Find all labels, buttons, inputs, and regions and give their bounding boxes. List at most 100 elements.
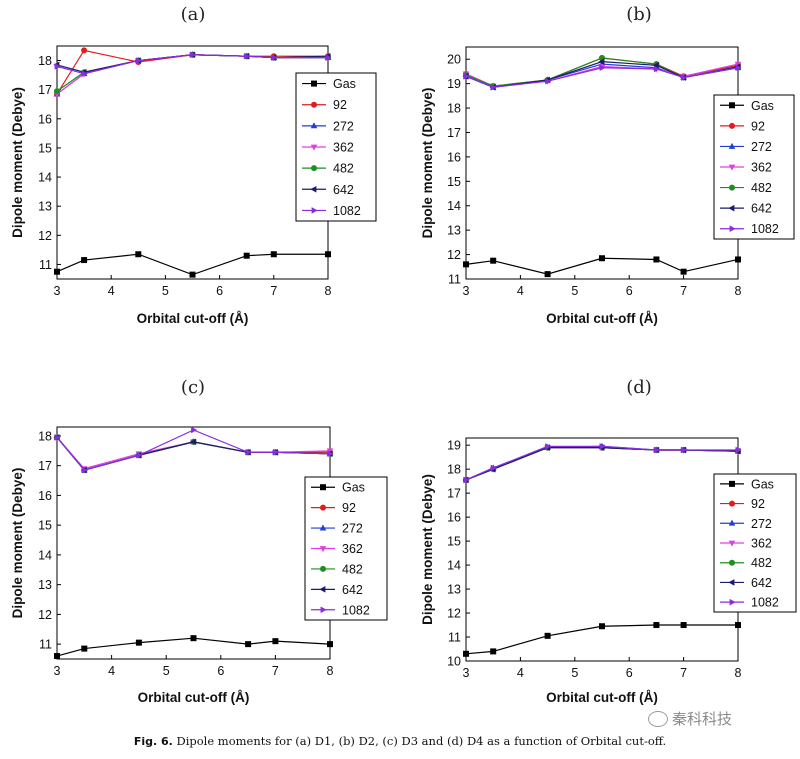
x-axis-label: Orbital cut-off (Å) [137, 311, 249, 326]
y-tick-label: 20 [447, 53, 461, 67]
x-tick-label: 4 [108, 664, 115, 678]
y-tick-label: 18 [38, 429, 52, 443]
series-line-272 [56, 54, 328, 95]
caption-text: Dipole moments for (a) D1, (b) D2, (c) D… [176, 734, 667, 748]
x-tick-label: 5 [163, 664, 170, 678]
data-point-Gas [243, 252, 250, 259]
legend-label: 272 [751, 140, 772, 154]
y-tick-label: 16 [447, 511, 461, 525]
y-tick-label: 19 [447, 77, 461, 91]
data-point-Gas [463, 650, 469, 657]
y-tick-label: 14 [38, 171, 52, 185]
legend-marker [311, 80, 317, 87]
legend-marker [311, 101, 317, 108]
legend-marker [319, 524, 327, 531]
y-tick-label: 16 [38, 112, 52, 126]
legend-label: 362 [342, 542, 363, 556]
data-point-1082 [54, 63, 61, 70]
legend-marker [729, 500, 735, 507]
x-axis-label: Orbital cut-off (Å) [546, 690, 658, 705]
legend-marker [310, 185, 317, 193]
legend-marker [311, 207, 318, 214]
data-point-1082 [545, 443, 552, 450]
panel-label: (d) [626, 377, 652, 398]
x-tick-label: 5 [571, 666, 578, 680]
legend-label: 272 [342, 522, 363, 536]
y-tick-label: 14 [38, 548, 52, 562]
data-point-Gas [463, 261, 469, 268]
data-point-Gas [490, 257, 497, 264]
data-point-1082 [136, 451, 143, 459]
legend: Gas 92 272 362 482 642 1082 [713, 473, 797, 613]
legend-label: 362 [751, 161, 772, 175]
legend-marker [728, 579, 735, 586]
legend-label: 642 [342, 583, 363, 597]
legend-label: 1082 [751, 596, 779, 610]
x-tick-label: 7 [272, 664, 279, 678]
legend-label: 642 [751, 202, 772, 216]
y-axis-label: Dipole moment (Debye) [10, 468, 25, 619]
legend-marker [729, 559, 735, 566]
x-tick-label: 8 [735, 284, 742, 298]
y-tick-label: 10 [447, 655, 461, 669]
x-tick-label: 8 [327, 664, 334, 678]
y-tick-label: 11 [39, 258, 52, 272]
legend: Gas 92 272 362 482 642 1082 [304, 476, 388, 621]
data-point-Gas [270, 251, 277, 258]
data-point-Gas [490, 648, 497, 655]
data-point-Gas [135, 251, 142, 258]
data-point-1082 [490, 464, 497, 472]
legend-label: 272 [333, 119, 354, 133]
legend-label: 642 [751, 576, 772, 590]
data-point-1082 [654, 446, 660, 454]
legend-label: 482 [751, 556, 772, 570]
data-point-Gas [135, 639, 142, 646]
legend-marker [319, 546, 327, 553]
data-point-1082 [681, 74, 688, 81]
data-point-1082 [244, 52, 251, 60]
y-tick-label: 13 [447, 583, 461, 597]
data-point-Gas [245, 641, 252, 648]
x-tick-label: 6 [216, 284, 223, 298]
x-tick-label: 3 [463, 284, 470, 298]
y-tick-label: 14 [447, 199, 461, 213]
y-tick-label: 13 [38, 200, 52, 214]
legend-label: Gas [342, 481, 365, 495]
data-point-1082 [545, 77, 552, 85]
data-point-Gas [680, 268, 687, 275]
legend-marker [729, 122, 735, 129]
data-point-1082 [735, 446, 742, 454]
data-point-92 [81, 47, 88, 54]
data-point-1082 [654, 65, 660, 73]
data-point-1082 [245, 448, 252, 456]
legend: Gas 92 272 362 482 642 1082 [295, 72, 377, 222]
y-axis-label: Dipole moment (Debye) [420, 88, 435, 239]
data-point-Gas [544, 271, 551, 278]
data-point-1082 [191, 426, 198, 434]
data-point-1082 [599, 443, 606, 450]
data-point-1082 [54, 434, 61, 441]
chart-panel-4: (d) 3 4 5 6 7 8 10 11 12 13 14 15 16 17 18 19 Orbital cut… [420, 377, 797, 705]
legend-label: 92 [342, 501, 356, 515]
legend-label: 92 [333, 98, 347, 112]
y-tick-label: 15 [447, 535, 461, 549]
y-tick-label: 13 [38, 578, 52, 592]
wechat-icon [648, 710, 668, 727]
legend-marker [310, 144, 318, 151]
legend-label: Gas [751, 99, 774, 113]
legend-marker [728, 519, 736, 526]
chart-panel-1: (a) 3 4 5 6 7 8 11 12 13 14 15 16 17 18 Orbital cut-off… [10, 4, 377, 326]
y-tick-label: 17 [447, 487, 461, 501]
data-point-Gas [189, 271, 196, 278]
legend-label: 482 [342, 562, 363, 576]
figure-caption: Fig. 6. Dipole moments for (a) D1, (b) D… [0, 734, 800, 748]
data-point-1082 [681, 446, 688, 454]
y-tick-label: 15 [447, 175, 461, 189]
x-tick-label: 4 [108, 284, 115, 298]
legend-marker [729, 598, 736, 606]
x-tick-label: 5 [571, 284, 578, 298]
legend-label: 482 [333, 162, 354, 176]
series-line-482 [56, 54, 328, 92]
panel-label: (a) [181, 4, 206, 25]
